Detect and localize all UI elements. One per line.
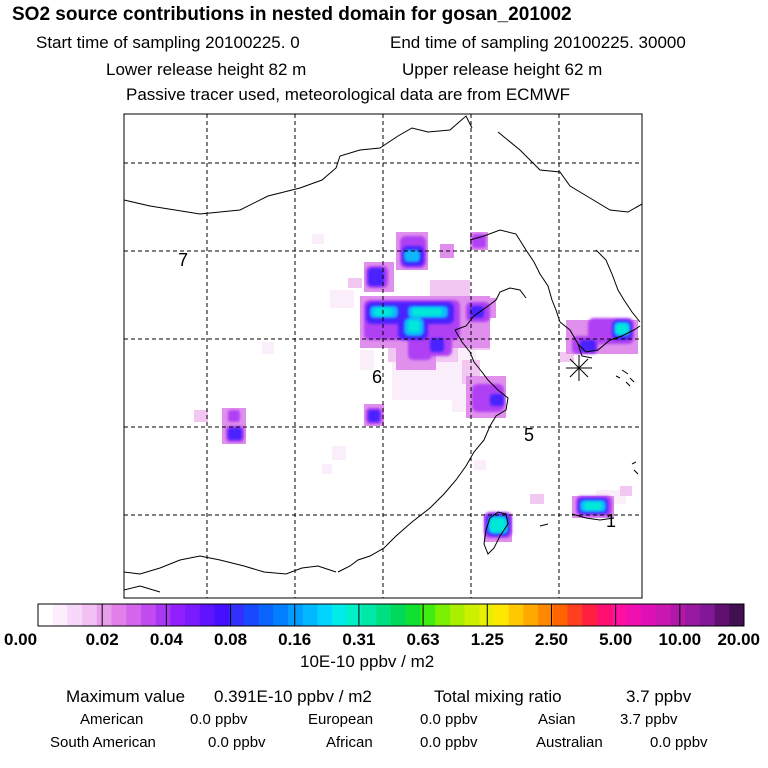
colorbar-cell (449, 604, 465, 626)
region-label-5: 5 (524, 425, 534, 445)
colorbar-cell (626, 604, 642, 626)
colorbar-cell (185, 604, 201, 626)
colorbar-tick-label: 5.00 (599, 630, 632, 649)
colorbar-tick-label: 10.00 (659, 630, 702, 649)
source-asian-value: 3.7 ppbv (620, 711, 678, 728)
colorbar-cell (596, 604, 613, 626)
colorbar-cell (317, 604, 333, 626)
upper-release-height: Upper release height 62 m (402, 60, 603, 79)
source-american-label: American (80, 711, 144, 728)
colorbar-cell (273, 604, 289, 626)
colorbar-cell (346, 604, 362, 626)
colorbar-cell (140, 604, 157, 626)
colorbar-cell (361, 604, 377, 626)
max-value-label: Maximum value (66, 687, 186, 706)
colorbar-cell (82, 604, 98, 626)
colorbar-cell (405, 604, 421, 626)
colorbar-cell (611, 604, 627, 626)
total-mixing-label: Total mixing ratio (434, 687, 562, 706)
source-european-label: European (308, 711, 374, 728)
colorbar-cell (170, 604, 186, 626)
source-asian-label: Asian (538, 711, 576, 728)
colorbar-cell (641, 604, 657, 626)
colorbar-cell (729, 604, 745, 626)
colorbar-cell (714, 604, 730, 626)
region-label-7: 7 (178, 250, 188, 270)
colorbar-cell (258, 604, 274, 626)
colorbar-cell (52, 604, 68, 626)
map-panel: 7 6 5 1 (123, 113, 643, 599)
chart-title: SO2 source contributions in nested domai… (12, 4, 572, 25)
colorbar-unit: 10E-10 ppbv / m2 (300, 652, 435, 671)
end-time: End time of sampling 20100225. 30000 (390, 33, 686, 52)
colorbar-cell (302, 604, 318, 626)
region-label-1: 1 (606, 511, 616, 531)
colorbar-cell (567, 604, 583, 626)
colorbar-cell (582, 604, 598, 626)
colorbar-cell (508, 604, 524, 626)
start-time: Start time of sampling 20100225. 0 (36, 33, 300, 52)
tracer-note: Passive tracer used, meteorological data… (126, 85, 571, 104)
colorbar-cell (38, 604, 54, 626)
colorbar-cell (435, 604, 451, 626)
colorbar-tick-label: 0.08 (214, 630, 247, 649)
colorbar-cell (523, 604, 539, 626)
grid-lines (124, 114, 642, 598)
colorbar-cell (391, 604, 407, 626)
colorbar-cell (67, 604, 83, 626)
colorbar-cell (685, 604, 701, 626)
colorbar-tick-label: 0.00 (4, 630, 37, 649)
total-mixing-value: 3.7 ppbv (626, 687, 692, 706)
colorbar: 0.00 0.02 0.04 0.08 0.16 0.31 0.63 1.25 2.50 5.00… (4, 603, 760, 649)
region-label-6: 6 (372, 367, 382, 387)
colorbar-cell (493, 604, 510, 626)
map-frame (123, 113, 643, 599)
receptor-marker (566, 355, 592, 381)
source-african-value: 0.0 ppbv (420, 734, 478, 751)
source-south-american-label: South American (50, 734, 156, 751)
colorbar-tick-label: 20.00 (717, 630, 760, 649)
colorbar-cell (243, 604, 260, 626)
max-value: 0.391E-10 ppbv / m2 (214, 687, 372, 706)
source-african-label: African (326, 734, 373, 751)
colorbar-cell (670, 604, 686, 626)
colorbar-cell (111, 604, 127, 626)
colorbar-cell (699, 604, 715, 626)
source-south-american-value: 0.0 ppbv (208, 734, 266, 751)
colorbar-tick-label: 0.31 (342, 630, 375, 649)
colorbar-tick-label: 0.04 (150, 630, 184, 649)
colorbar-cell (655, 604, 671, 626)
colorbar-cell (229, 604, 245, 626)
coastlines (124, 115, 642, 593)
colorbar-cell (288, 604, 304, 626)
concentration-field (194, 232, 638, 542)
colorbar-cell (155, 604, 171, 626)
colorbar-tick-label: 0.02 (86, 630, 119, 649)
colorbar-cell (96, 604, 112, 626)
colorbar-cell (464, 604, 480, 626)
colorbar-cell (420, 604, 436, 626)
colorbar-tick-label: 0.63 (407, 630, 440, 649)
colorbar-cell (199, 604, 215, 626)
source-australian-value: 0.0 ppbv (650, 734, 708, 751)
colorbar-tick-label: 1.25 (471, 630, 504, 649)
source-american-value: 0.0 ppbv (190, 711, 248, 728)
colorbar-cell (214, 604, 230, 626)
source-australian-label: Australian (536, 734, 603, 751)
colorbar-cell (332, 604, 348, 626)
colorbar-cell (376, 604, 392, 626)
colorbar-tick-label: 2.50 (535, 630, 568, 649)
source-european-value: 0.0 ppbv (420, 711, 478, 728)
colorbar-cell (538, 604, 554, 626)
lower-release-height: Lower release height 82 m (106, 60, 307, 79)
colorbar-cell (552, 604, 568, 626)
colorbar-cell (126, 604, 142, 626)
colorbar-tick-label: 0.16 (278, 630, 311, 649)
